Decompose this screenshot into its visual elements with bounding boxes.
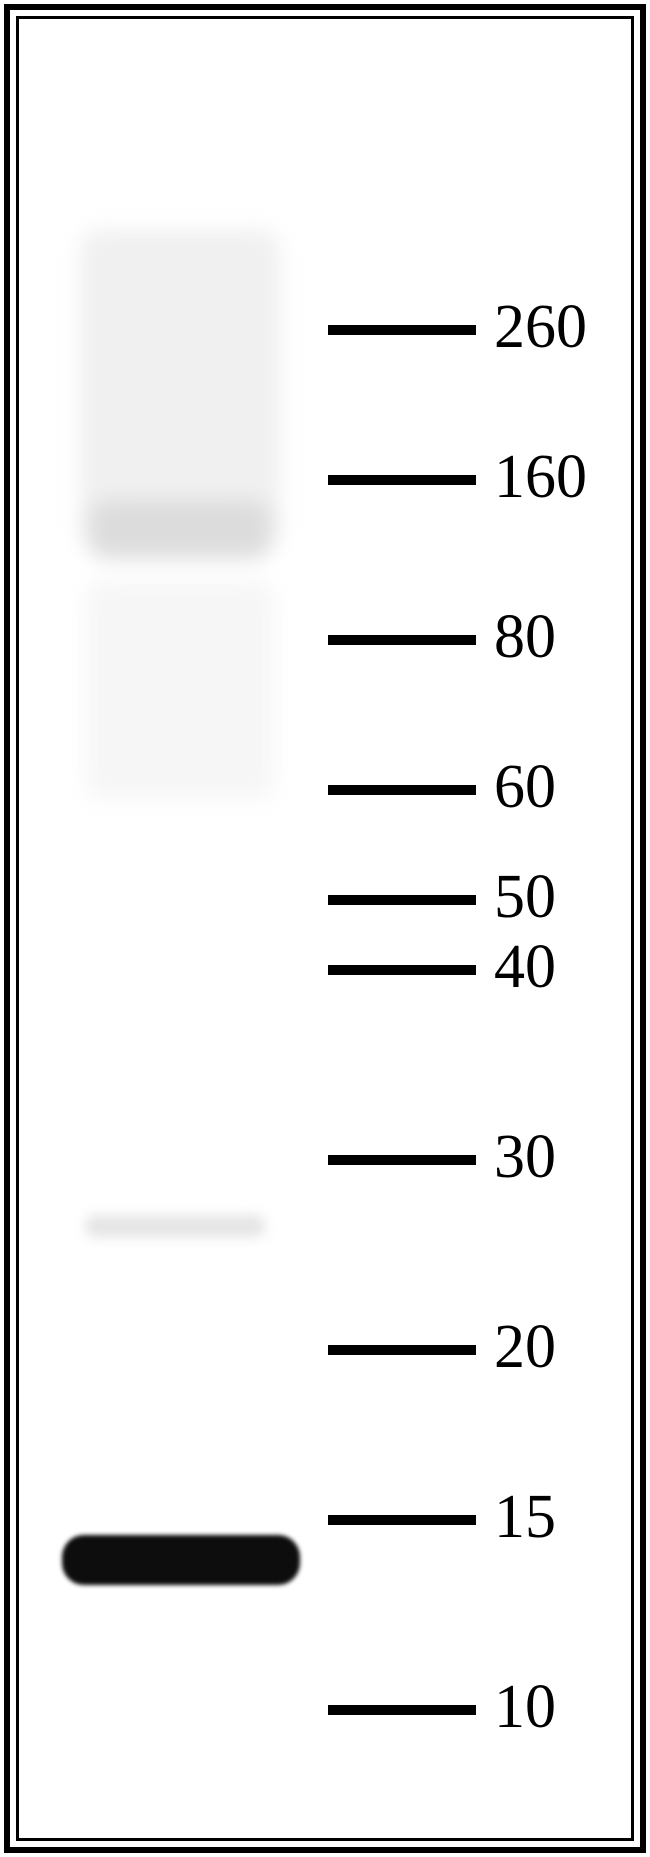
ladder-label: 50 (494, 862, 556, 933)
faint-band (85, 1215, 265, 1237)
ladder-tick (328, 325, 476, 335)
ladder-tick (328, 895, 476, 905)
ladder-label: 10 (494, 1672, 556, 1743)
ladder-label: 20 (494, 1312, 556, 1383)
ladder-tick (328, 1155, 476, 1165)
ladder-label: 160 (494, 442, 587, 513)
ladder-tick (328, 475, 476, 485)
ladder-tick (328, 785, 476, 795)
ladder-label: 260 (494, 292, 587, 363)
western-blot: 260 160 80 60 5040 30 20 15 10 (0, 0, 650, 1857)
ladder-tick (328, 965, 476, 975)
ladder-tick (328, 1515, 476, 1525)
detected-band (62, 1535, 300, 1585)
ladder-label: 80 (494, 602, 556, 673)
ladder-label: 15 (494, 1482, 556, 1553)
ladder-tick (328, 1345, 476, 1355)
ladder-tick (328, 1705, 476, 1715)
lane-smear (90, 500, 270, 560)
lane-smear (85, 580, 275, 800)
ladder-tick (328, 635, 476, 645)
ladder-label: 40 (494, 932, 556, 1003)
ladder-label: 30 (494, 1122, 556, 1193)
ladder-label: 60 (494, 752, 556, 823)
